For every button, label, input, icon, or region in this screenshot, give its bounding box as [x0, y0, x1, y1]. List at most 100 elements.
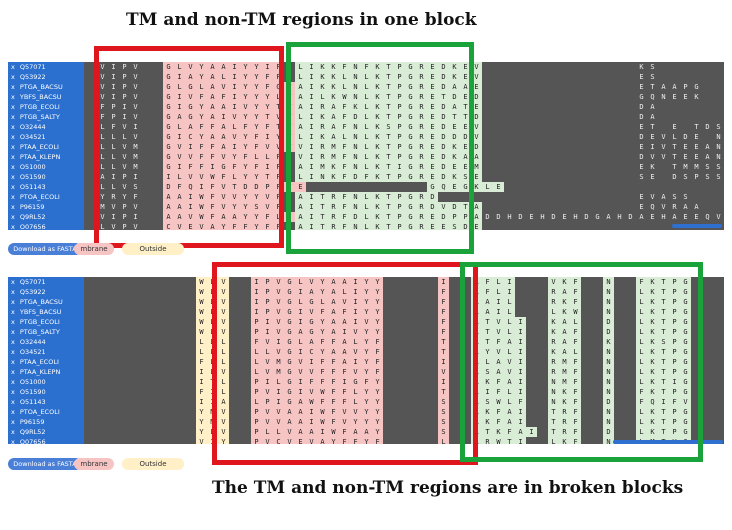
sequence-name[interactable]: x Q9RL52	[11, 212, 46, 222]
tm-residue: F	[262, 122, 273, 132]
sequence-name[interactable]: x Q9RL52	[11, 427, 46, 437]
tm-end-residue: F	[438, 297, 449, 307]
row-marker[interactable]: x	[11, 358, 15, 366]
row-marker[interactable]: x	[11, 408, 15, 416]
row-marker[interactable]: x	[11, 438, 15, 444]
sequence-name[interactable]: x PTAA_ECOLI	[11, 357, 59, 367]
row-marker[interactable]: x	[11, 338, 15, 346]
sequence-name[interactable]: x P96159	[11, 417, 44, 427]
sequence-name[interactable]: x PTGB_SALTY	[11, 327, 60, 337]
leading-residue: V	[133, 73, 138, 81]
download-fasta-button-bottom[interactable]: Download as FASTA	[8, 458, 82, 470]
row-marker[interactable]: x	[11, 348, 15, 356]
outside-residue: K	[328, 172, 339, 182]
sequence-name[interactable]: x O07656	[11, 222, 46, 230]
row-marker[interactable]: x	[11, 328, 15, 336]
row-marker[interactable]: x	[11, 143, 15, 151]
sequence-name[interactable]: x O34521	[11, 132, 46, 142]
trailing-residue: D	[683, 133, 688, 141]
row-marker[interactable]: x	[11, 213, 15, 221]
leading-residue: V	[133, 133, 138, 141]
outside-residue: L	[493, 277, 504, 287]
horizontal-scrollbar-bottom[interactable]	[613, 440, 723, 444]
sequence-name[interactable]: x O51590	[11, 387, 46, 397]
row-marker[interactable]: x	[11, 308, 15, 316]
tm-residue: I	[350, 297, 361, 307]
sequence-name[interactable]: x PTGA_BACSU	[11, 82, 63, 92]
sequence-name[interactable]: x PTAA_ECOLI	[11, 142, 59, 152]
row-marker[interactable]: x	[11, 83, 15, 91]
sequence-name[interactable]: x Q57071	[11, 277, 46, 287]
tm-residue: D	[251, 182, 262, 192]
tm-residue: G	[163, 122, 174, 132]
row-marker[interactable]: x	[11, 428, 15, 436]
outside-residue: R	[416, 152, 427, 162]
sequence-name[interactable]: x YBFS_BACSU	[11, 92, 62, 102]
horizontal-scrollbar-top[interactable]	[672, 224, 722, 228]
row-marker[interactable]: x	[11, 378, 15, 386]
tm-residue: Y	[372, 397, 383, 407]
sequence-name[interactable]: x O32444	[11, 122, 46, 132]
row-marker[interactable]: x	[11, 298, 15, 306]
outside-residue: F	[339, 202, 350, 212]
outside-residue: L	[636, 307, 647, 317]
sequence-name[interactable]: x O51143	[11, 182, 46, 192]
sequence-name[interactable]: x O34521	[11, 347, 46, 357]
leading-residue: M	[133, 163, 138, 171]
row-marker[interactable]: x	[11, 288, 15, 296]
sequence-name[interactable]: x PTGB_ECOLI	[11, 317, 60, 327]
sequence-name[interactable]: x PTOA_ECOLI	[11, 407, 60, 417]
outside-residue: L	[636, 377, 647, 387]
outside-residue: K	[328, 72, 339, 82]
sequence-name[interactable]: x YBFS_BACSU	[11, 307, 62, 317]
sequence-name[interactable]: x O32444	[11, 337, 46, 347]
row-marker[interactable]: x	[11, 93, 15, 101]
sequence-name[interactable]: x Q53922	[11, 72, 46, 82]
outside-residue: T	[383, 192, 394, 202]
row-marker[interactable]: x	[11, 418, 15, 426]
row-marker[interactable]: x	[11, 73, 15, 81]
sequence-name[interactable]: x O51590	[11, 172, 46, 182]
non-tm-region-highlight-bottom	[460, 262, 703, 462]
sequence-name[interactable]: x PTOA_ECOLI	[11, 192, 60, 202]
outside-residue: F	[570, 337, 581, 347]
row-marker[interactable]: x	[11, 193, 15, 201]
row-marker[interactable]: x	[11, 318, 15, 326]
row-marker[interactable]: x	[11, 123, 15, 131]
row-marker[interactable]: x	[11, 183, 15, 191]
row-marker[interactable]: x	[11, 223, 15, 230]
sequence-name[interactable]: x Q53922	[11, 287, 46, 297]
tm-residue: V	[174, 222, 185, 230]
row-marker[interactable]: x	[11, 398, 15, 406]
row-marker[interactable]: x	[11, 163, 15, 171]
outside-residue: S	[482, 397, 493, 407]
sequence-name[interactable]: x Q57071	[11, 62, 46, 72]
sequence-name[interactable]: x P96159	[11, 202, 44, 212]
row-marker[interactable]: x	[11, 203, 15, 211]
row-marker[interactable]: x	[11, 173, 15, 181]
outside-residue: E	[449, 162, 460, 172]
trailing-residue: E	[694, 133, 699, 141]
sequence-name[interactable]: x O51000	[11, 377, 46, 387]
row-marker[interactable]: x	[11, 368, 15, 376]
row-marker[interactable]: x	[11, 133, 15, 141]
outside-residue: L	[504, 327, 515, 337]
row-marker[interactable]: x	[11, 63, 15, 71]
sequence-name[interactable]: x PTGA_BACSU	[11, 297, 63, 307]
trailing-residue: M	[694, 163, 699, 171]
row-marker[interactable]: x	[11, 103, 15, 111]
sequence-name[interactable]: x PTGB_SALTY	[11, 112, 60, 122]
sequence-name[interactable]: x PTGB_ECOLI	[11, 102, 60, 112]
sequence-name[interactable]: x O51143	[11, 397, 46, 407]
row-marker[interactable]: x	[11, 388, 15, 396]
sequence-name[interactable]: x O51000	[11, 162, 46, 172]
row-marker[interactable]: x	[11, 153, 15, 161]
sequence-name[interactable]: x PTAA_KLEPN	[11, 152, 60, 162]
leading-residue: V	[100, 83, 105, 91]
row-marker[interactable]: x	[11, 113, 15, 121]
sequence-name[interactable]: x PTAA_KLEPN	[11, 367, 60, 377]
download-fasta-button-top[interactable]: Download as FASTA	[8, 243, 82, 255]
outside-residue: D	[350, 112, 361, 122]
sequence-name[interactable]: x O07656	[11, 437, 46, 444]
row-marker[interactable]: x	[11, 278, 15, 286]
